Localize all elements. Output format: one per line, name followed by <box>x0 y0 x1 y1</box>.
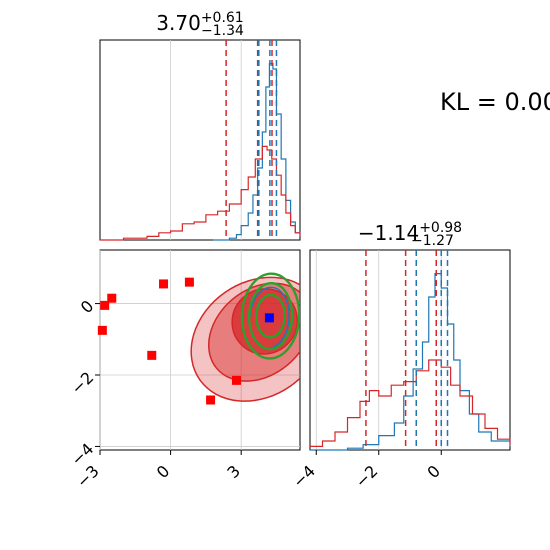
x-tick-label: 0 <box>423 461 444 482</box>
contour-level <box>255 293 287 339</box>
y-tick-label: −2 <box>67 368 97 398</box>
panel-frame <box>99 39 301 241</box>
contour-series <box>190 272 300 402</box>
red-square-marker <box>159 279 169 289</box>
contours-clipped <box>190 272 300 402</box>
blue-square-marker <box>264 313 274 323</box>
quantile-lines <box>225 40 278 240</box>
red-square-marker <box>100 300 110 310</box>
red-square-marker <box>97 325 107 335</box>
x-tick-label: −4 <box>289 461 319 491</box>
joint-contour-panel: −3 0 3−4−20 <box>67 249 301 492</box>
x-tick-label: −2 <box>351 461 381 491</box>
panel-title-sub: −1.34 <box>201 23 244 39</box>
kl-annotation: KL = 0.00 <box>440 88 550 116</box>
histogram-series <box>100 63 301 241</box>
panel-title-sub: −1.27 <box>411 233 454 249</box>
contour-level <box>240 272 300 360</box>
histogram-line <box>310 273 511 451</box>
panel-title: −1.14+0.98 <box>358 220 462 245</box>
histogram-line <box>212 63 301 241</box>
grid <box>99 250 300 450</box>
panel-title: 3.70+0.61 <box>156 10 243 35</box>
y-tick-label: 0 <box>77 297 98 318</box>
grid <box>170 40 242 240</box>
marginal-histogram-param1: 3.70+0.61 −1.34 <box>99 10 301 241</box>
red-square-marker <box>184 277 194 287</box>
panel-frame <box>309 249 511 451</box>
x-tick-label: 3 <box>223 461 244 482</box>
marker-series <box>97 277 274 405</box>
marginal-histogram-param2: −4 −2 0 −1.14+0.98 −1.27 <box>289 220 511 492</box>
quantile-lines <box>365 250 449 450</box>
histogram-line <box>100 145 301 241</box>
contour-level <box>247 281 294 351</box>
x-tick-label: 0 <box>153 461 174 482</box>
red-square-marker <box>231 375 241 385</box>
axis-ticks: −4 −2 0 <box>289 450 444 492</box>
red-square-marker <box>107 293 117 303</box>
red-square-marker <box>147 350 157 360</box>
red-square-marker <box>206 395 216 405</box>
